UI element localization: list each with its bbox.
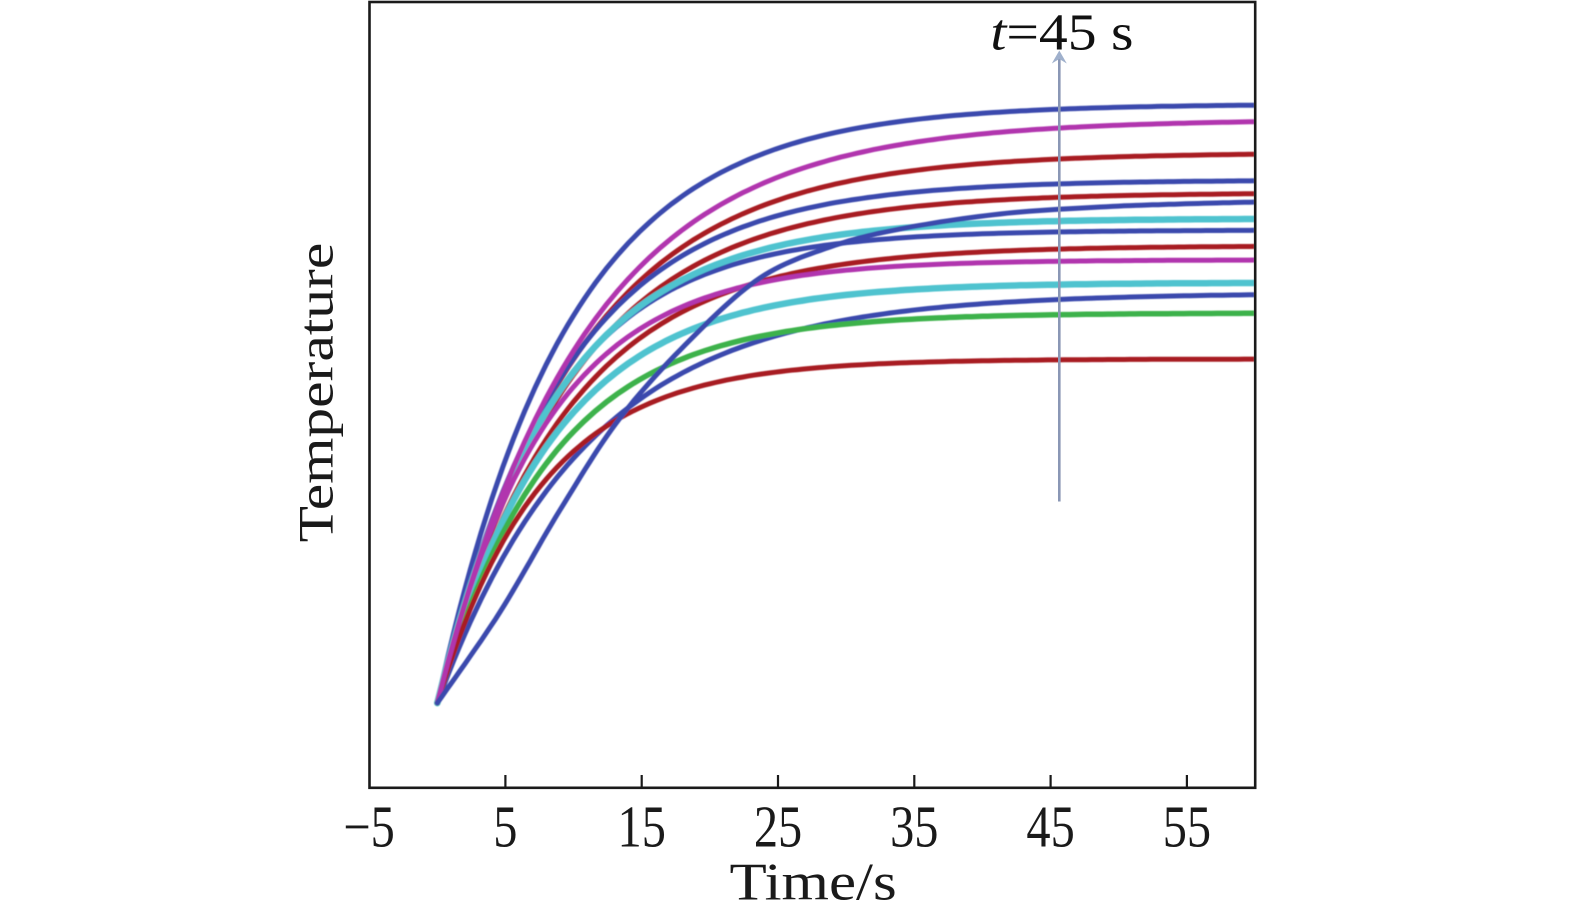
svg-text:−5: −5 xyxy=(343,794,394,860)
svg-text:25: 25 xyxy=(754,794,802,860)
svg-text:35: 35 xyxy=(890,794,938,860)
svg-text:Temperature: Temperature xyxy=(288,243,343,543)
svg-text:5: 5 xyxy=(493,794,517,860)
svg-text:45: 45 xyxy=(1026,794,1074,860)
svg-text:55: 55 xyxy=(1163,794,1211,860)
svg-text:t=45 s: t=45 s xyxy=(990,3,1133,61)
svg-text:Time/s: Time/s xyxy=(730,853,897,911)
svg-text:15: 15 xyxy=(618,794,666,860)
